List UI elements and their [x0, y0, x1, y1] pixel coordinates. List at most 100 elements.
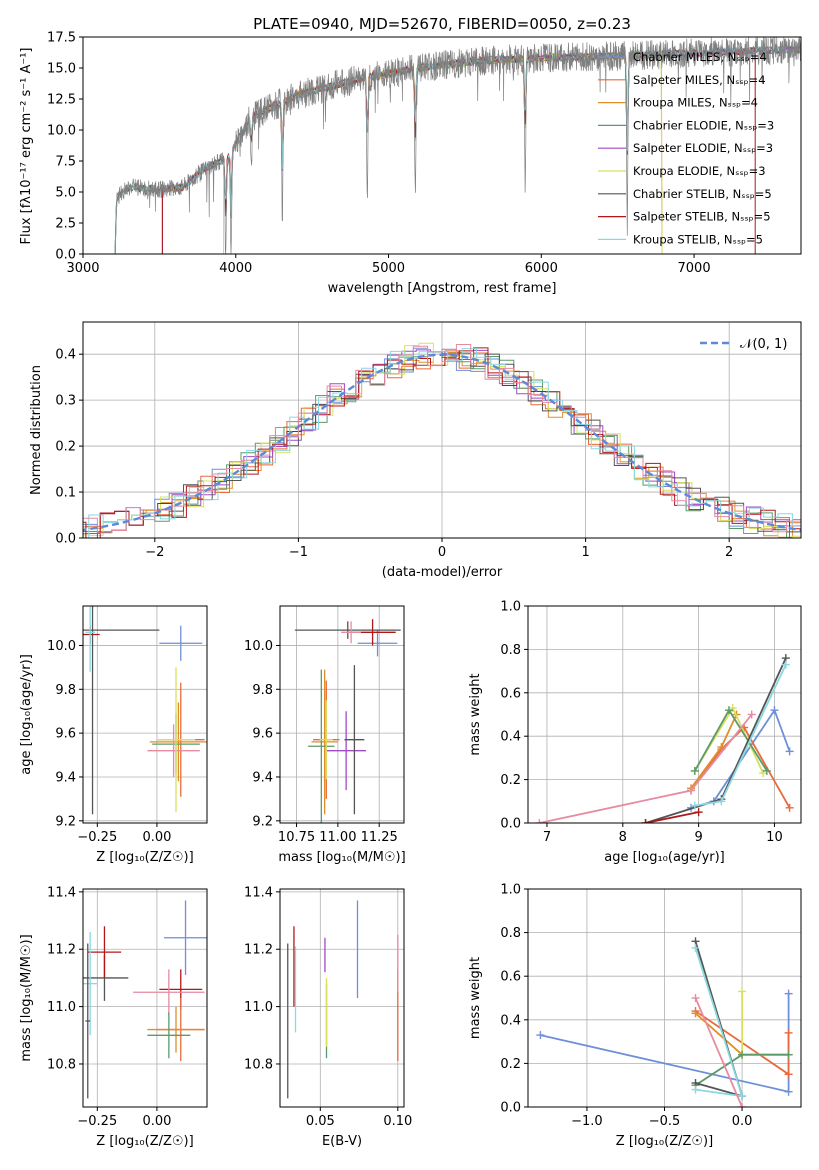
error-bar-point [294, 621, 401, 639]
histogram-series [83, 347, 801, 538]
y-tick-label: 15.0 [47, 62, 76, 77]
plus-marker [762, 766, 771, 775]
plus-marker [641, 819, 650, 823]
panel-mass-weight-vs-z: −1.0 −0.5 0.0 0.0 0.2 0.4 0.6 0.8 1.0 Z [log₁₀(Z/… [468, 883, 802, 1149]
x-tick-label: 11.25 [361, 830, 398, 845]
x-axis-label: wavelength [Angstrom, rest frame] [328, 281, 557, 296]
error-bar-point [147, 1006, 205, 1053]
x-tick-label: 1 [581, 545, 589, 560]
plus-marker [785, 747, 794, 756]
x-tick-label: 6000 [525, 261, 558, 276]
plus-marker [738, 1050, 747, 1059]
y-tick-label: 1.0 [500, 600, 521, 615]
error-bar-point [147, 1012, 191, 1059]
y-tick-label: 10.0 [47, 639, 76, 654]
y-tick-label: 0.0 [500, 1101, 521, 1116]
x-tick-label: 5000 [372, 261, 405, 276]
x-tick-label: 3000 [66, 261, 99, 276]
plus-marker [536, 1031, 545, 1040]
histogram-series [83, 348, 801, 538]
y-tick-label: 9.4 [252, 770, 273, 785]
y-tick-label: 9.8 [252, 683, 273, 698]
x-tick-label: 2 [725, 545, 733, 560]
legend-label: Chabrier STELIB, Nₛₛₚ=5 [633, 187, 772, 201]
y-tick-label: 0.1 [55, 486, 76, 501]
legend-label: Kroupa STELIB, Nₛₛₚ=5 [633, 232, 763, 246]
plus-marker [784, 1050, 793, 1059]
model-line [114, 49, 663, 254]
plus-marker [738, 1103, 747, 1107]
error-bar-point [159, 625, 203, 661]
plus-marker [781, 660, 790, 669]
panel-residuals: −2 −1 0 1 2 0.0 0.1 0.2 0.3 0.4 (data-model)/error… [29, 321, 802, 580]
error-bar-point [344, 665, 365, 815]
plot-area [83, 900, 207, 1099]
model-line [223, 49, 663, 254]
plot-area [536, 937, 793, 1107]
legend: 𝒩(0, 1) [700, 337, 787, 352]
x-tick-label: 10 [766, 830, 783, 845]
plus-marker [784, 1028, 793, 1037]
plot-area [287, 900, 399, 1099]
error-bar-point [164, 900, 207, 976]
y-axis-label: mass weight [468, 957, 483, 1039]
plus-marker [770, 706, 779, 715]
error-bar-point [85, 606, 95, 672]
y-tick-label: 11.4 [47, 885, 76, 900]
legend-label: Salpeter STELIB, Nₛₛₚ=5 [633, 210, 771, 224]
y-tick-label: 11.4 [244, 885, 273, 900]
x-tick-label: 0.0 [732, 1114, 753, 1129]
legend-label: 𝒩(0, 1) [740, 337, 787, 352]
x-tick-label: 9 [694, 830, 702, 845]
series-line [694, 706, 764, 774]
y-tick-label: 0.6 [500, 970, 521, 985]
axes-frame [279, 605, 405, 824]
series-line [694, 947, 744, 1098]
y-axis-label: mass [log₁₀(M/M☉)] [19, 934, 34, 1061]
plus-marker [717, 797, 726, 806]
error-bar-point [149, 702, 207, 782]
plus-marker [724, 706, 733, 715]
error-bar-point [87, 926, 122, 978]
x-tick-label: −2 [145, 545, 164, 560]
plus-marker [691, 943, 700, 952]
plus-marker [747, 710, 756, 719]
error-bar-point [319, 700, 333, 780]
axes: 3000 4000 5000 6000 7000 0.0 2.5 5.0 7.5 10.0 12.5… [19, 15, 802, 296]
y-tick-label: 10.8 [244, 1057, 273, 1072]
plus-marker [738, 1092, 747, 1101]
x-axis-label: age [log₁₀(age/yr)] [604, 850, 725, 865]
x-tick-label: −0.5 [649, 1114, 681, 1129]
axes: 0.05 0.10 10.8 11.0 11.2 11.4 E(B-V) [244, 885, 412, 1149]
observed-spectrum [114, 37, 801, 254]
y-tick-label: 11.0 [244, 1000, 273, 1015]
plus-marker [691, 994, 700, 1002]
plus-marker [784, 1070, 793, 1079]
y-axis-label: Flux [fλ10⁻¹⁷ erg cm⁻² s⁻¹ A⁻¹] [19, 48, 34, 245]
error-bar-point [341, 621, 362, 644]
y-tick-label: 0.3 [55, 394, 76, 409]
x-axis-label: E(B-V) [322, 1134, 362, 1149]
legend-label: Kroupa ELODIE, Nₛₛₚ=3 [633, 164, 766, 178]
y-tick-label: 0.2 [500, 773, 521, 788]
x-tick-label: 7000 [678, 261, 711, 276]
y-tick-label: 2.5 [55, 217, 76, 232]
series-line [694, 997, 743, 1107]
plus-marker [687, 786, 696, 795]
y-tick-label: 0.0 [500, 817, 521, 832]
error-bar-point [85, 943, 91, 1099]
y-tick-label: 17.5 [47, 31, 76, 46]
panel-spectrum: 3000 4000 5000 6000 7000 0.0 2.5 5.0 7.5 10.0 12.5… [19, 15, 802, 296]
x-axis-label: mass [log₁₀(M/M☉)] [278, 850, 405, 865]
y-tick-label: 0.2 [500, 1057, 521, 1072]
legend-label: Salpeter MILES, Nₛₛₚ=4 [633, 73, 766, 87]
legend-label: Chabrier ELODIE, Nₛₛₚ=3 [633, 118, 774, 132]
x-tick-label: 0.05 [306, 1114, 335, 1129]
plus-marker [690, 801, 699, 810]
error-bar-point [357, 630, 398, 657]
y-tick-label: 11.0 [47, 1000, 76, 1015]
x-tick-label: 0.10 [383, 1114, 412, 1129]
y-tick-label: 0.0 [55, 532, 76, 547]
panel-mass-vs-ebv: 0.05 0.10 10.8 11.0 11.2 11.4 E(B-V) [244, 885, 412, 1149]
